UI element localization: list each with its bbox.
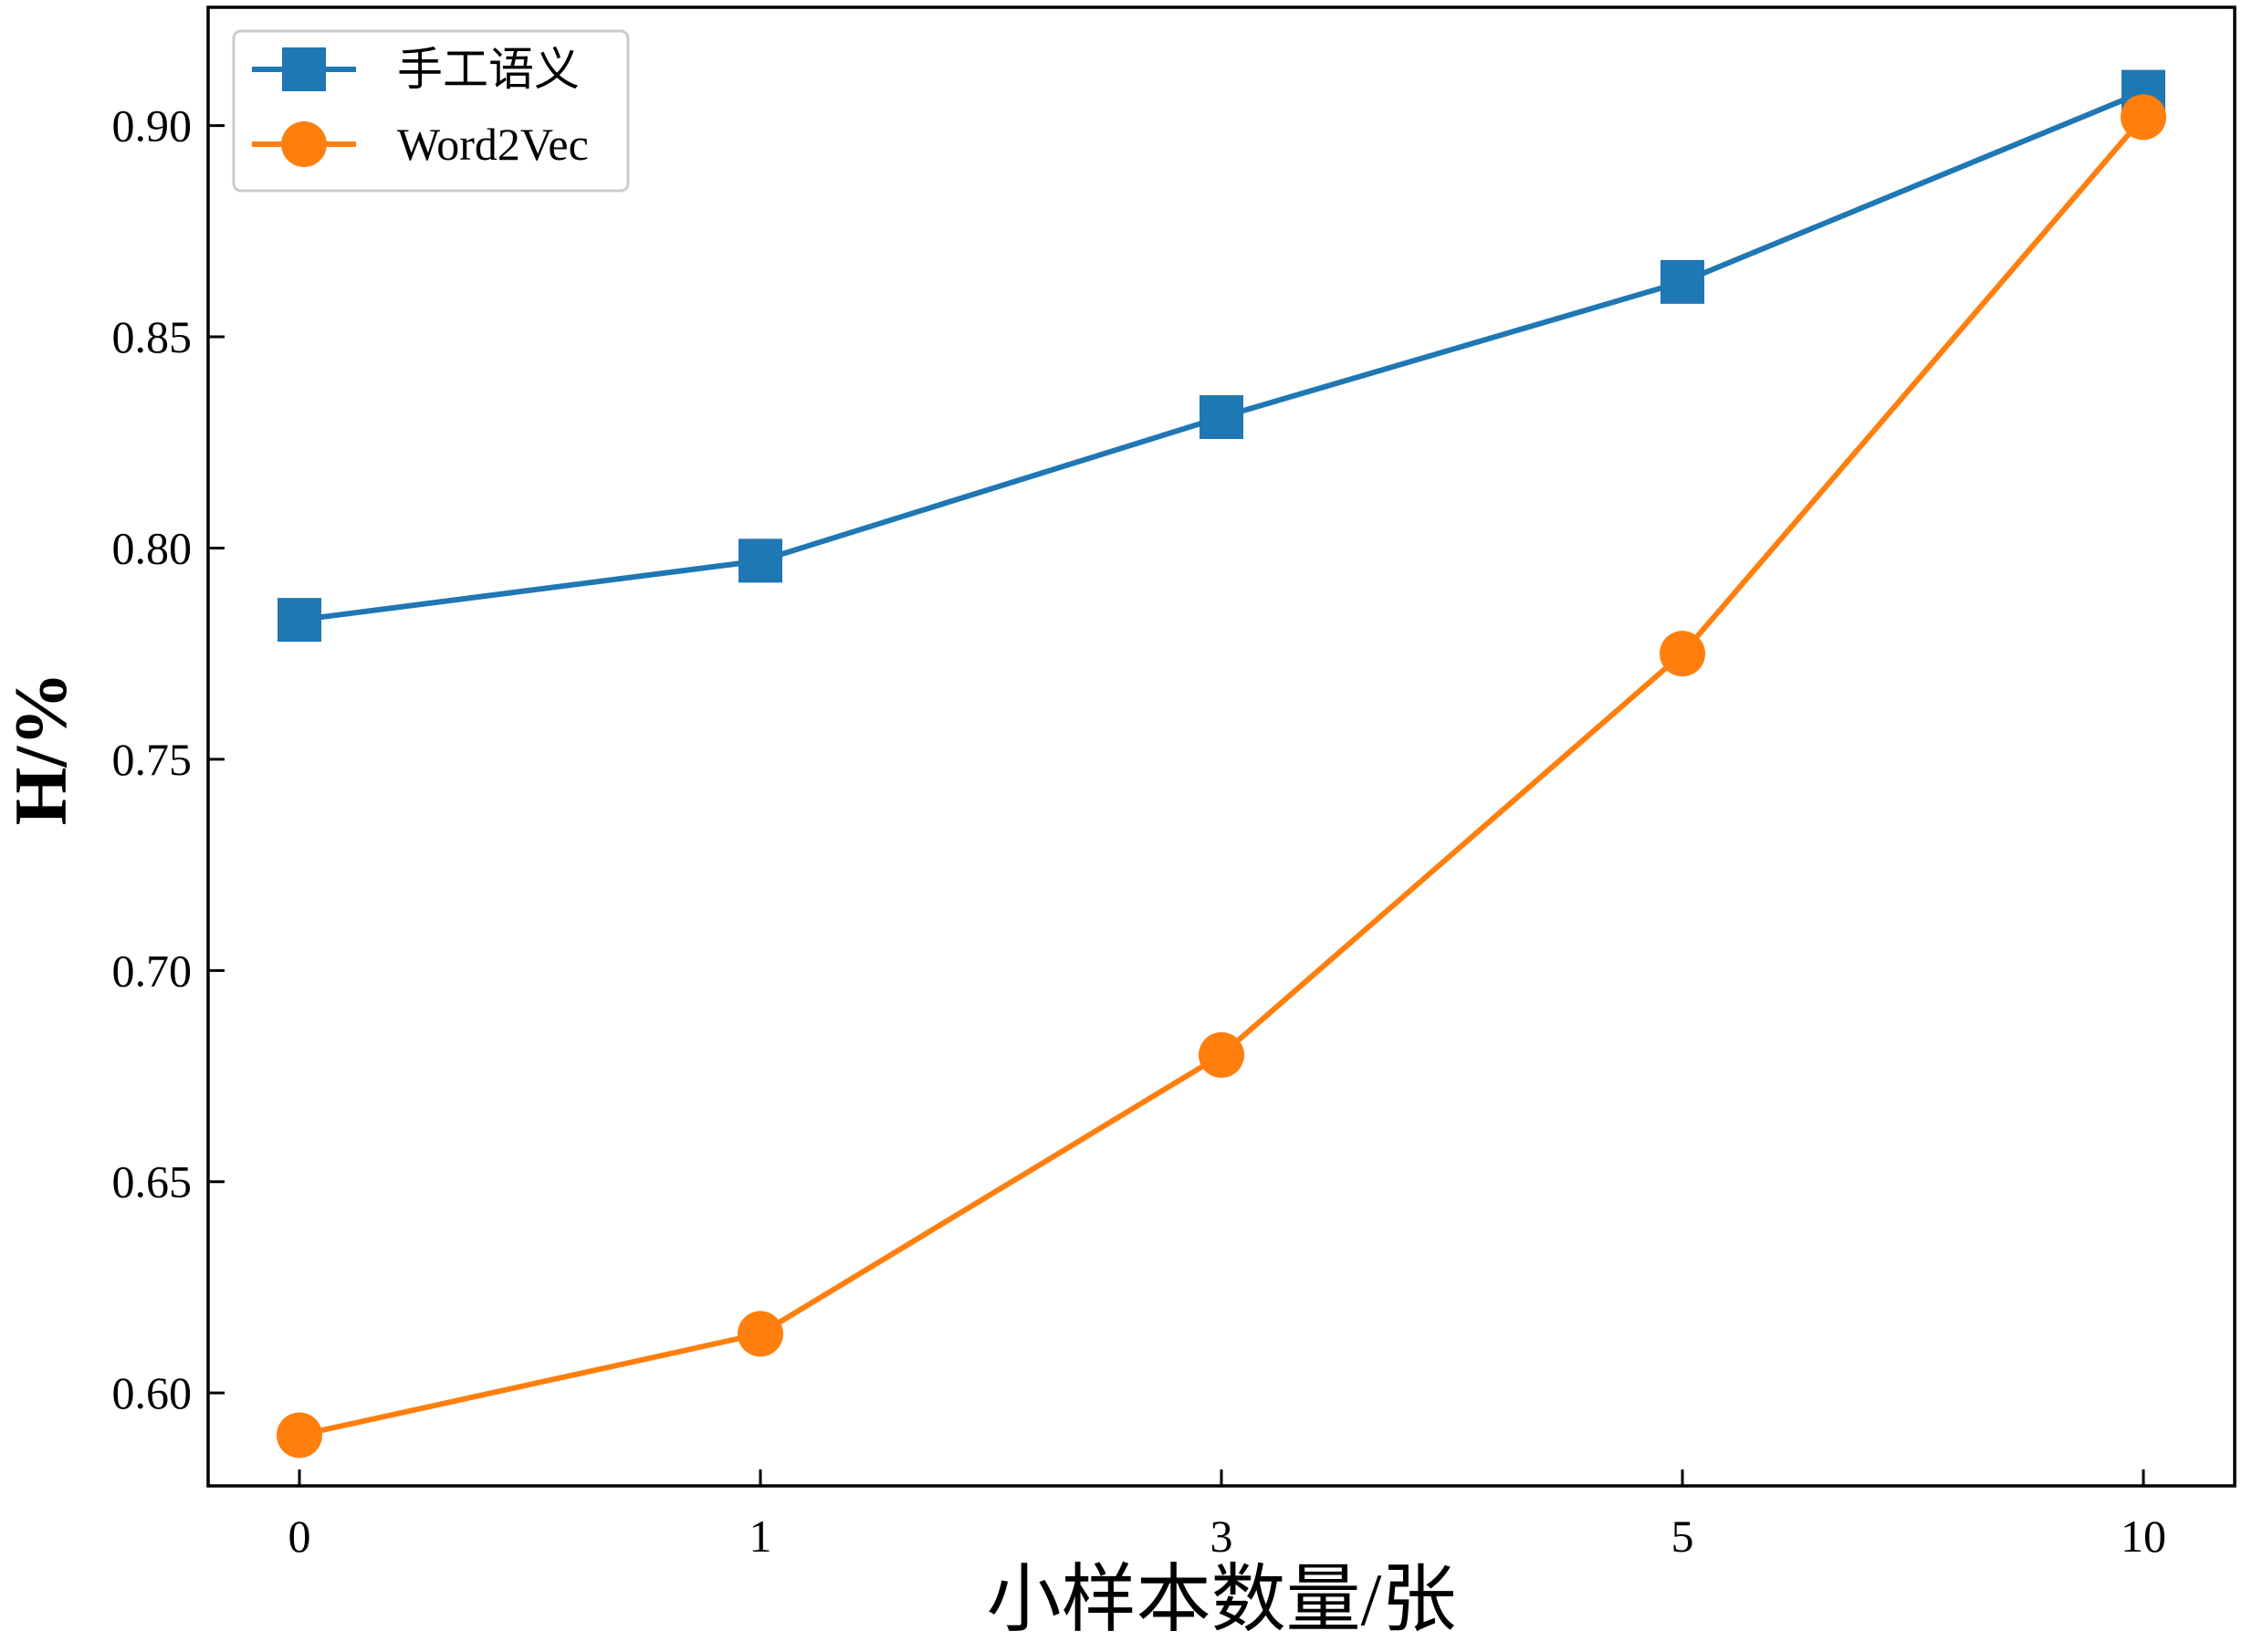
y-axis-title: H/%	[0, 672, 82, 826]
y-tick-label: 0.90	[112, 100, 193, 152]
y-tick-label: 0.80	[112, 522, 193, 573]
legend: 手工语义 Word2Vec	[232, 29, 630, 193]
y-tick-label: 0.70	[112, 945, 193, 996]
data-point-square	[1661, 259, 1704, 304]
data-point-circle	[1660, 631, 1705, 677]
plot-frame	[206, 5, 2237, 1488]
legend-label: Word2Vec	[397, 119, 589, 170]
legend-marker-circle	[281, 121, 327, 167]
x-tick-label: 5	[1671, 1511, 1694, 1562]
data-point-square	[1200, 394, 1243, 439]
x-tick-label: 3	[1210, 1511, 1233, 1562]
data-point-circle	[738, 1311, 783, 1357]
x-tick-label: 10	[2121, 1511, 2166, 1562]
legend-marker-square	[282, 47, 326, 91]
data-point-circle	[277, 1412, 322, 1459]
y-tick-label: 0.65	[112, 1156, 193, 1208]
y-tick-label: 0.75	[112, 734, 193, 785]
x-axis-title: 小样本数量/张	[987, 1558, 1457, 1641]
data-point-circle	[2121, 94, 2166, 141]
series-layer	[277, 69, 2166, 1459]
legend-label: 手工语义	[397, 44, 580, 95]
y-axis-ticks: 0.60 0.65 0.70 0.75 0.80 0.85 0.90	[112, 100, 225, 1418]
data-point-square	[739, 538, 782, 583]
data-point-circle	[1199, 1031, 1244, 1078]
series-1	[278, 69, 2165, 643]
y-tick-label: 0.85	[112, 311, 193, 362]
x-axis-ticks: 0 1 3 5 10	[288, 1469, 2166, 1562]
x-tick-label: 1	[749, 1511, 772, 1562]
x-tick-label: 0	[288, 1511, 311, 1562]
series-2	[277, 94, 2166, 1459]
legend-items: 手工语义 Word2Vec	[252, 44, 589, 170]
y-tick-label: 0.60	[112, 1367, 193, 1418]
data-point-square	[278, 598, 321, 643]
